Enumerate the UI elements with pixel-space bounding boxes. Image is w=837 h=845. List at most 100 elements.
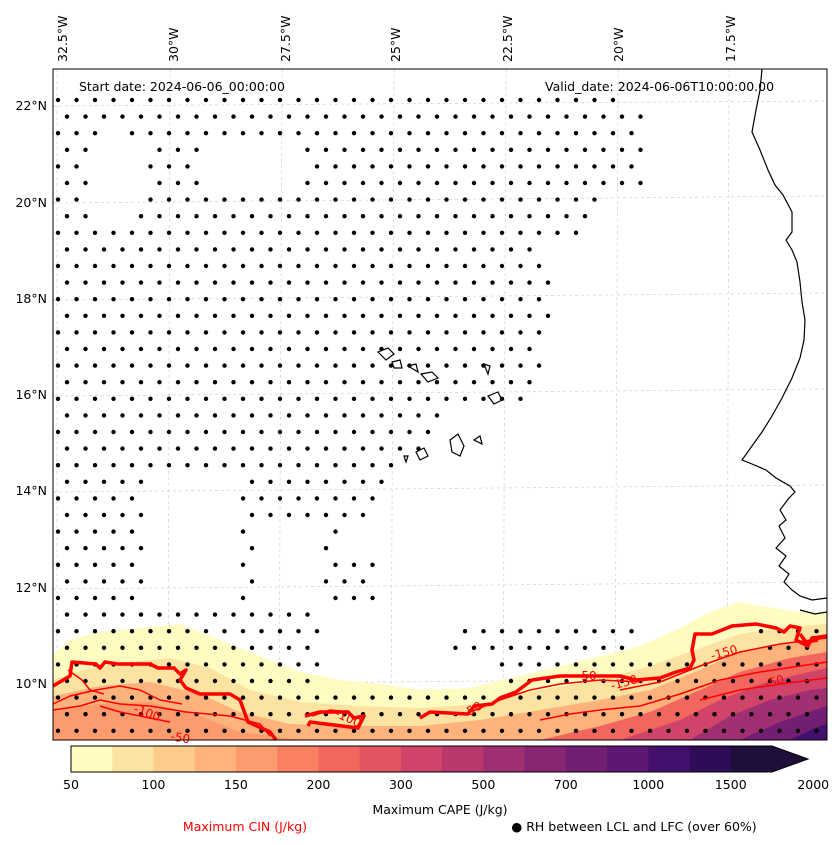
rh-dot (194, 114, 199, 119)
rh-dot (101, 546, 107, 551)
rh-dot (148, 363, 153, 368)
rh-dot (268, 645, 273, 650)
rh-dot (499, 728, 505, 733)
rh-dot (397, 280, 403, 285)
longitude-labels: 32.5°W 30°W 27.5°W 25°W 22.5°W 20°W 17.5… (55, 16, 738, 62)
rh-dot (166, 164, 172, 169)
rh-dot (83, 446, 88, 451)
rh-dot (203, 131, 209, 136)
rh-dot (111, 629, 116, 634)
rh-dot (582, 214, 588, 219)
rh-dot (462, 396, 468, 401)
rh-dot (434, 313, 440, 318)
rh-dot (804, 712, 810, 717)
rh-dot (157, 413, 162, 418)
colorbar-ticks: 50 100 150 200 300 500 700 1000 1500 2000 (63, 777, 829, 792)
rh-dot (518, 197, 523, 202)
rh-dot (92, 529, 98, 534)
rh-dot (185, 230, 190, 235)
rh-dot (129, 562, 135, 567)
rh-dot (333, 164, 338, 169)
rh-dot (434, 214, 440, 219)
rh-dot (222, 230, 227, 235)
rh-dot (342, 313, 347, 318)
rh-dot (175, 114, 181, 119)
rh-dot (185, 197, 190, 202)
rh-dot (351, 297, 357, 302)
rh-dot (296, 728, 301, 733)
rh-dot (462, 363, 468, 368)
rh-dot (416, 114, 421, 119)
rh-dot (397, 446, 403, 451)
rh-dot (518, 230, 523, 235)
rh-dot (277, 97, 283, 103)
rh-dot (675, 678, 680, 684)
rh-dot (101, 479, 107, 484)
rh-dot (370, 463, 375, 468)
rh-dot (416, 380, 421, 385)
rh-dot (148, 131, 153, 136)
rh-dot (342, 413, 347, 418)
rh-dot (601, 147, 606, 152)
rh-dot (101, 612, 107, 617)
rh-dot (101, 247, 107, 252)
rh-dot (786, 645, 791, 650)
rh-dot (74, 562, 79, 567)
lon-label: 22.5°W (500, 16, 515, 62)
rh-dot (767, 678, 773, 684)
rh-dot (203, 728, 209, 733)
rh-dot (55, 595, 61, 601)
rh-dot (407, 297, 412, 302)
rh-dot (83, 147, 88, 152)
rh-dot (416, 247, 421, 252)
colorbar-segment (235, 746, 278, 772)
rh-dot (767, 712, 773, 717)
rh-dot (64, 413, 70, 418)
rh-dot (518, 131, 523, 136)
rh-dot (111, 297, 116, 302)
rh-dot (129, 297, 135, 302)
rh-dot (259, 230, 264, 235)
rh-dot (148, 463, 153, 468)
rh-dot (712, 712, 717, 717)
rh-dot (536, 297, 542, 302)
rh-dot (370, 562, 375, 567)
colorbar-tick-label: 500 (471, 777, 495, 792)
rh-dot (434, 114, 440, 119)
rh-dot (434, 280, 440, 285)
cape-colorbar (70, 745, 810, 773)
rh-dot (120, 546, 125, 551)
rh-dot (323, 380, 329, 385)
rh-dot (203, 662, 209, 667)
rh-dot (268, 114, 273, 119)
rh-dot (379, 147, 384, 152)
rh-dot (370, 263, 375, 269)
rh-dot (434, 147, 440, 152)
rh-dot (379, 114, 384, 119)
rh-dot (573, 695, 579, 700)
rh-dot (194, 247, 199, 252)
rh-dot (379, 712, 384, 717)
rh-dot (74, 131, 79, 136)
rh-dot (333, 595, 338, 601)
colorbar-segment (730, 746, 773, 772)
rh-dot (166, 263, 172, 269)
rh-dot (64, 612, 70, 617)
rh-dot (74, 728, 79, 733)
rh-dot (55, 230, 61, 235)
rh-dot (425, 728, 431, 733)
lat-label: 16°N (15, 387, 47, 402)
rh-dot (203, 363, 209, 368)
rh-dot (527, 313, 532, 318)
rh-dot (286, 214, 292, 219)
rh-dot (249, 678, 255, 684)
rh-dot (314, 463, 320, 468)
rh-dot (444, 728, 449, 733)
rh-dot (351, 97, 357, 103)
rh-dot (370, 164, 375, 169)
lat-label: 18°N (15, 291, 47, 306)
rh-dot (286, 678, 292, 684)
rh-dot (175, 313, 181, 318)
rh-dot (55, 363, 61, 368)
rh-dot (111, 263, 116, 269)
